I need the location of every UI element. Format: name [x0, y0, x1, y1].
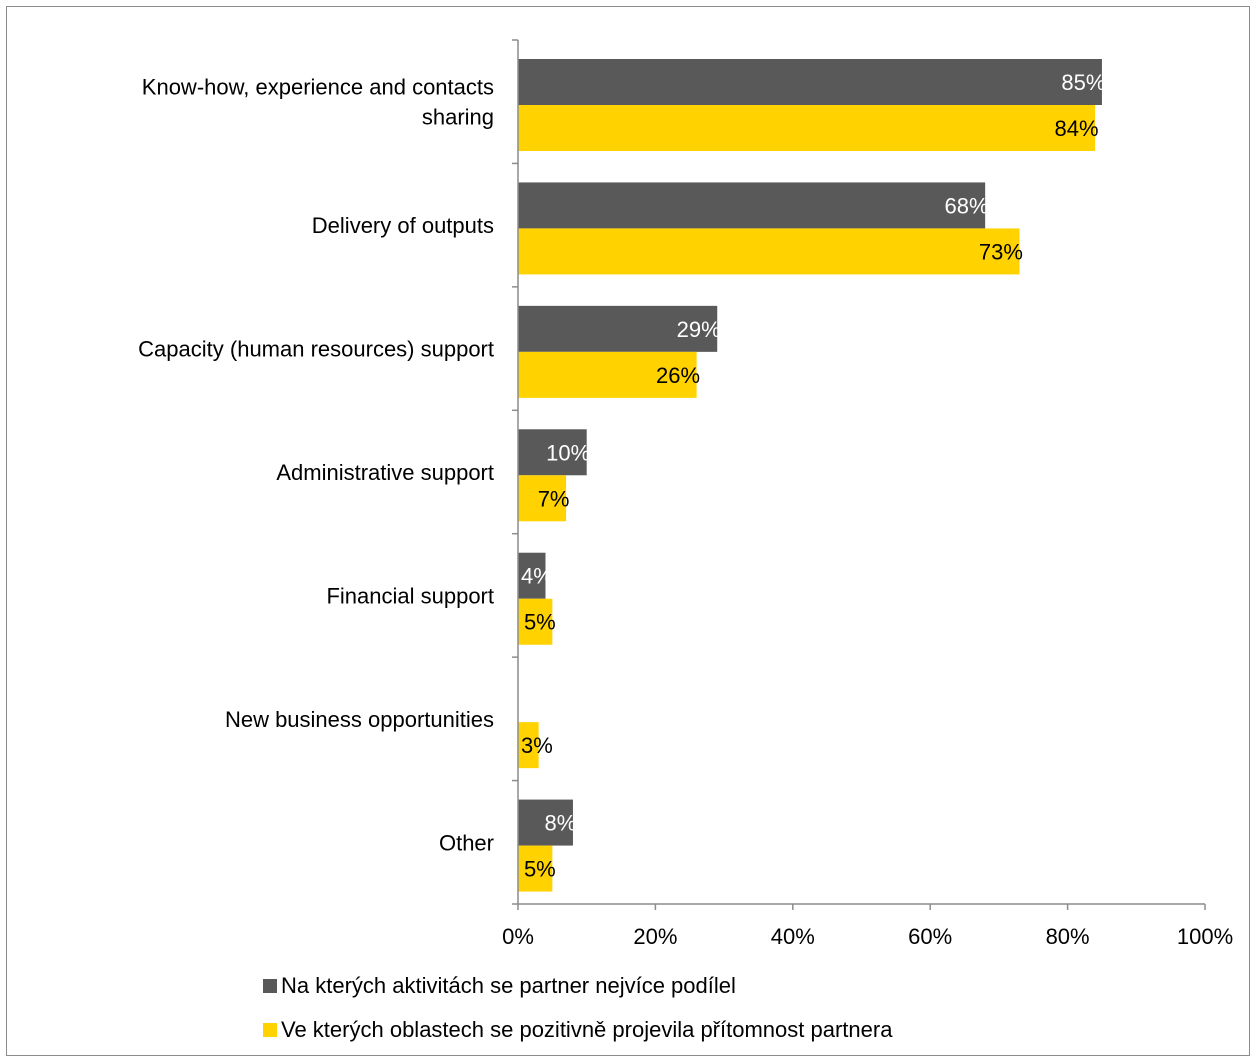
category-label: Other [439, 830, 494, 855]
data-label: 10% [546, 440, 590, 465]
data-label: 7% [538, 486, 570, 511]
category-label: Know-how, experience and contacts sharing [142, 75, 494, 130]
legend-label-series-2: Ve kterých oblastech se pozitivně projev… [281, 1017, 893, 1042]
category-label: Capacity (human resources) support [138, 337, 494, 362]
bar-series-2 [518, 105, 1096, 151]
bar-series-1 [518, 305, 718, 352]
category-label: New business opportunities [225, 707, 494, 732]
category-label: Administrative support [276, 460, 494, 485]
category-label: Delivery of outputs [312, 213, 494, 238]
bar-series-2 [518, 351, 697, 398]
data-label: 4% [521, 564, 553, 589]
legend-item-series-1: Na kterých aktivitách se partner nejvíce… [263, 973, 736, 999]
chart-frame: Know-how, experience and contacts sharing… [6, 6, 1250, 1056]
bar-series-2 [518, 845, 553, 892]
data-label: 84% [1054, 116, 1098, 141]
data-label: 29% [677, 317, 721, 342]
x-tick-label: 40% [771, 924, 815, 949]
data-label: 5% [524, 857, 556, 882]
bar-series-1 [518, 182, 986, 229]
x-tick-label: 100% [1177, 924, 1233, 949]
data-label: 5% [524, 610, 556, 635]
x-tick-label: 80% [1046, 924, 1090, 949]
x-tick-label: 0% [502, 924, 534, 949]
bar-chart: Know-how, experience and contacts sharing… [138, 39, 1233, 949]
bar-series-2 [518, 598, 553, 645]
bar-series-2 [518, 722, 539, 769]
data-label: 68% [945, 193, 989, 218]
bar-series-2 [518, 228, 1020, 275]
data-label: 3% [521, 733, 553, 758]
legend-label-series-1: Na kterých aktivitách se partner nejvíce… [281, 973, 736, 998]
legend-swatch-series-1 [263, 979, 277, 993]
data-label: 85% [1061, 70, 1105, 95]
x-tick-label: 60% [908, 924, 952, 949]
data-label: 8% [545, 811, 577, 836]
legend-swatch-series-2 [263, 1023, 277, 1037]
legend-item-series-2: Ve kterých oblastech se pozitivně projev… [263, 1017, 892, 1043]
category-label: Financial support [326, 583, 494, 608]
bar-series-1 [518, 59, 1102, 105]
bar-series-1 [518, 799, 573, 846]
bar-series-2 [518, 475, 567, 522]
data-label: 26% [656, 363, 700, 388]
data-label: 73% [979, 239, 1023, 264]
bar-series-1 [518, 552, 546, 599]
bar-series-1 [518, 429, 587, 476]
x-tick-label: 20% [633, 924, 677, 949]
